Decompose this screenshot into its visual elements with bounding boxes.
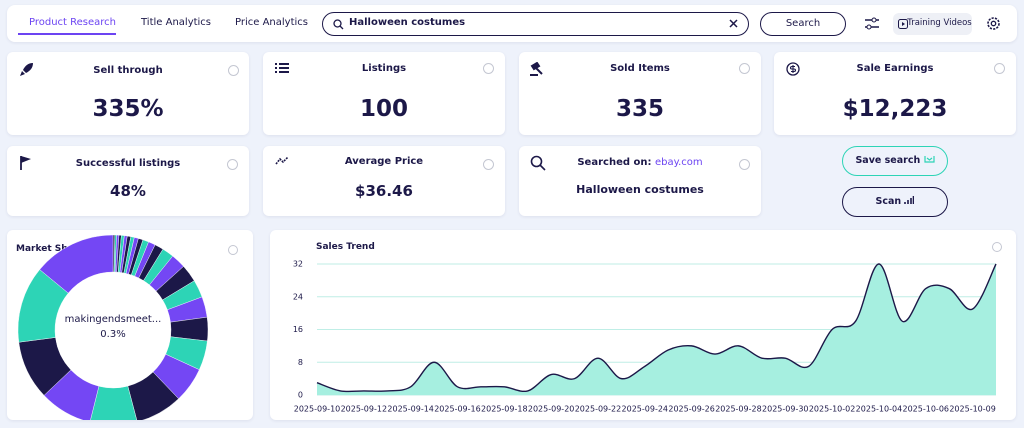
help-icon[interactable] <box>992 242 1002 252</box>
search-query: Halloween costumes <box>349 17 466 28</box>
stat-card: Sale Earnings $12,223 <box>774 52 1016 135</box>
x-tick-label: 2025-10-09 <box>949 405 996 414</box>
x-tick-label: 2025-09-30 <box>762 405 809 414</box>
searched-query: Halloween costumes <box>576 183 704 196</box>
stat-value: 335 <box>615 96 664 122</box>
center-label: makingendsmeet... <box>65 314 162 325</box>
help-icon[interactable] <box>994 63 1005 74</box>
x-tick-label: 2025-09-12 <box>341 405 388 414</box>
chart-title: Sales Trend <box>316 242 375 252</box>
stat-title: Listings <box>361 63 407 74</box>
stat-card: Average Price $36.46 <box>263 146 505 216</box>
save-search-button[interactable]: Save search <box>842 146 948 176</box>
x-tick-label: 2025-09-14 <box>387 405 434 414</box>
filter-icon[interactable] <box>864 17 880 31</box>
y-tick-label: 8 <box>298 358 303 367</box>
stat-title: Sale Earnings <box>856 63 934 74</box>
stat-title: Sell through <box>93 65 163 76</box>
y-tick-label: 0 <box>298 391 303 400</box>
x-tick-label: 2025-10-02 <box>809 405 856 414</box>
x-tick-label: 2025-09-28 <box>715 405 762 414</box>
searched-label: Searched on: <box>577 157 652 168</box>
x-tick-label: 2025-09-16 <box>434 405 481 414</box>
stat-value: $12,223 <box>842 96 948 122</box>
stat-value: 48% <box>110 182 146 200</box>
tab-underline <box>18 33 116 35</box>
settings-icon[interactable] <box>986 16 1001 31</box>
help-icon[interactable] <box>739 63 750 74</box>
search-icon <box>333 19 344 30</box>
stat-value: $36.46 <box>355 182 413 200</box>
trend-icon <box>275 156 289 165</box>
market-share-card: Market Share makingendsmeet... 0.3% <box>7 230 253 426</box>
help-icon[interactable] <box>483 63 494 74</box>
stat-card: Sold Items 335 <box>519 52 761 135</box>
area-chart: Sales Trend 0 8 16 24 32 2025-09-10 2025-09-12… <box>293 242 1002 414</box>
y-tick-label: 16 <box>293 325 303 334</box>
stat-value: 100 <box>359 96 408 122</box>
y-tick-label: 24 <box>293 292 303 301</box>
donut-slice <box>39 234 114 294</box>
x-tick-label: 2025-09-26 <box>668 405 715 414</box>
stat-title: Successful listings <box>75 158 181 169</box>
save-icon <box>923 156 935 163</box>
sales-trend-card: Sales Trend 0 8 16 24 32 2025-09-10 2025-09-12… <box>270 230 1016 420</box>
help-icon[interactable] <box>483 159 494 170</box>
searched-card: Searched on: ebay.com Halloween costumes <box>519 146 761 216</box>
play-icon <box>898 19 908 29</box>
search-input[interactable]: Halloween costumes <box>322 12 749 36</box>
stat-title: Average Price <box>344 156 424 167</box>
stat-card: Successful listings 48% <box>7 146 249 216</box>
center-value: 0.3% <box>100 329 125 340</box>
searched-title: Searched on: ebay.com <box>519 157 761 168</box>
searched-site[interactable]: ebay.com <box>654 157 703 168</box>
rocket-icon <box>20 63 33 76</box>
tab[interactable]: Price Analytics <box>235 17 308 28</box>
button-label: Scan <box>875 196 902 207</box>
stat-card: Sell through 335% <box>7 52 249 135</box>
signal-icon <box>904 196 915 204</box>
help-icon[interactable] <box>228 65 239 76</box>
stat-value: 335% <box>92 96 164 122</box>
stat-card: Listings 100 <box>263 52 505 135</box>
button-label: Save search <box>855 155 921 166</box>
search-button[interactable]: Search <box>760 12 846 36</box>
help-icon[interactable] <box>227 159 238 170</box>
x-tick-label: 2025-09-24 <box>622 405 669 414</box>
training-button[interactable]: Training Videos <box>893 13 972 35</box>
clear-icon[interactable] <box>729 19 739 29</box>
flag-icon <box>20 156 31 170</box>
x-tick-label: 2025-09-22 <box>575 405 622 414</box>
x-tick-label: 2025-09-20 <box>528 405 575 414</box>
dollar-icon <box>786 62 800 76</box>
help-icon[interactable] <box>739 159 750 170</box>
y-tick-label: 32 <box>293 260 303 269</box>
line <box>316 263 997 393</box>
area <box>317 264 996 395</box>
scan-button[interactable]: Scan <box>842 187 948 217</box>
chart-title: Market Share <box>16 244 84 254</box>
search-icon <box>530 155 546 171</box>
help-icon[interactable] <box>228 245 238 255</box>
x-tick-label: 2025-10-04 <box>856 405 903 414</box>
x-tick-label: 2025-09-10 <box>294 405 341 414</box>
gavel-icon <box>530 62 543 76</box>
list-icon <box>275 63 289 73</box>
tab[interactable]: Product Research <box>29 17 117 28</box>
donut-chart: Market Share makingendsmeet... 0.3% <box>16 234 238 426</box>
stat-title: Sold Items <box>610 63 670 74</box>
tab[interactable]: Title Analytics <box>141 17 212 28</box>
x-tick-label: 2025-09-18 <box>481 405 527 414</box>
x-tick-label: 2025-10-06 <box>903 405 950 414</box>
